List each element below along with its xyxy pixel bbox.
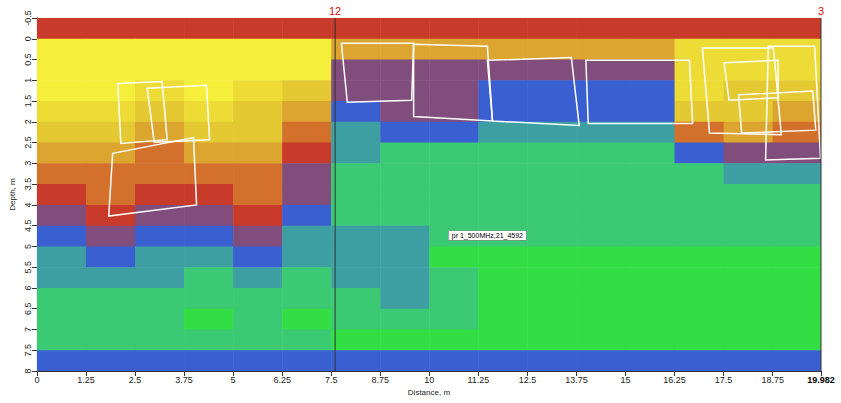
svg-text:5: 5: [231, 375, 236, 385]
svg-text:6: 6: [23, 285, 33, 290]
svg-text:18.75: 18.75: [761, 375, 784, 385]
svg-text:2: 2: [23, 119, 33, 124]
svg-text:7.5: 7.5: [23, 344, 33, 357]
svg-text:7: 7: [23, 327, 33, 332]
svg-text:2.5: 2.5: [23, 136, 33, 149]
svg-text:3: 3: [818, 5, 824, 17]
svg-text:8.75: 8.75: [371, 375, 389, 385]
svg-text:Distance, m: Distance, m: [408, 388, 451, 397]
svg-text:4.5: 4.5: [23, 219, 33, 232]
svg-text:2.5: 2.5: [129, 375, 142, 385]
svg-text:1.5: 1.5: [23, 95, 33, 108]
svg-text:17.5: 17.5: [715, 375, 733, 385]
svg-text:11.25: 11.25: [467, 375, 489, 385]
svg-text:3: 3: [23, 161, 33, 166]
svg-text:3.5: 3.5: [23, 178, 33, 191]
svg-text:3.75: 3.75: [175, 375, 193, 385]
svg-text:6.25: 6.25: [273, 375, 291, 385]
svg-text:19.982: 19.982: [807, 375, 835, 385]
svg-text:8: 8: [23, 368, 33, 373]
svg-text:1: 1: [23, 78, 33, 83]
svg-text:5: 5: [23, 244, 33, 249]
svg-text:Depth, m: Depth, m: [8, 178, 17, 211]
svg-text:pr 1_500MHz,21_4592: pr 1_500MHz,21_4592: [452, 232, 523, 240]
svg-text:12.5: 12.5: [519, 375, 537, 385]
svg-text:0.5: 0.5: [23, 53, 33, 66]
svg-text:0: 0: [34, 375, 39, 385]
svg-text:-0.5: -0.5: [23, 10, 33, 26]
svg-text:16.25: 16.25: [663, 375, 686, 385]
svg-text:1.25: 1.25: [77, 375, 95, 385]
svg-text:5.5: 5.5: [23, 261, 33, 274]
svg-text:10: 10: [424, 375, 434, 385]
svg-text:15: 15: [620, 375, 630, 385]
svg-text:4: 4: [23, 202, 33, 207]
svg-text:7.5: 7.5: [325, 375, 338, 385]
svg-text:12: 12: [329, 5, 341, 17]
svg-text:6.5: 6.5: [23, 302, 33, 315]
svg-text:13.75: 13.75: [565, 375, 588, 385]
svg-text:0: 0: [23, 36, 33, 41]
